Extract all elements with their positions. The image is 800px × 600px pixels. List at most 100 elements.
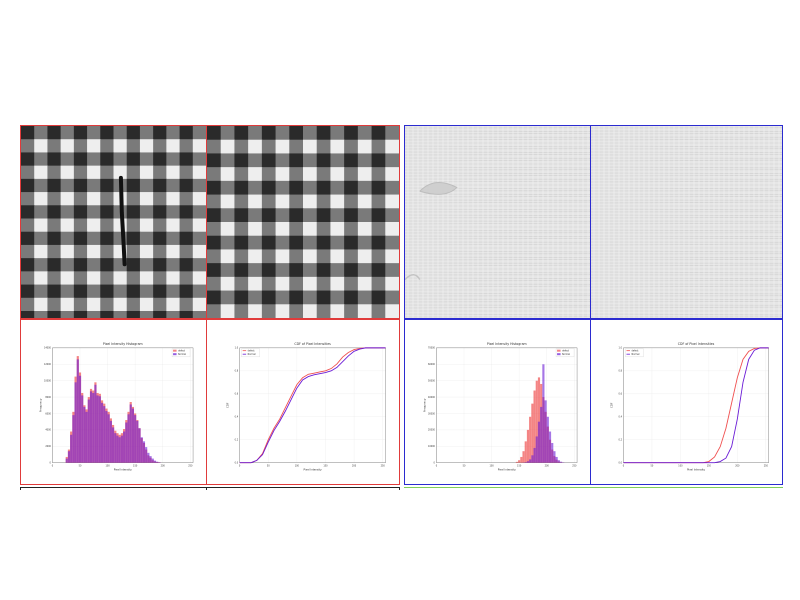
weave-thread (405, 258, 590, 261)
histogram-bar-normal (153, 460, 157, 463)
weave-thread (405, 277, 590, 280)
y-tick-label: 50000 (428, 379, 436, 382)
checker-cell (192, 152, 206, 167)
checker-cell (303, 126, 318, 141)
checker-cell (261, 263, 277, 278)
checker-cell (100, 244, 114, 259)
checker-cell (303, 290, 318, 305)
legend-swatch (557, 353, 561, 356)
checker-cell (60, 284, 75, 299)
weave-thread (591, 243, 782, 246)
checker-cell (385, 249, 399, 264)
y-tick-label: 1.0 (235, 347, 239, 350)
histogram-bar-defect (526, 429, 530, 463)
checker-cell (34, 311, 48, 318)
bottom-divider-left-tick-mid (206, 487, 207, 490)
checker-cell (47, 244, 62, 259)
checker-cell (73, 231, 88, 246)
texture-panel-linen-defect (404, 125, 591, 319)
checker-cell (153, 218, 167, 233)
checker-cell (330, 304, 345, 318)
checker-cell (73, 271, 88, 286)
checker-cell (21, 244, 35, 259)
checker-cell (153, 271, 167, 286)
linen-normal-image (591, 126, 782, 318)
gingham-normal-image (207, 126, 399, 318)
checker-cell (385, 235, 399, 250)
checker-cell (73, 139, 88, 153)
checker-cell (385, 126, 399, 141)
legend-entry: defect (631, 349, 638, 352)
checker-cell (275, 290, 290, 305)
checker-cell (153, 139, 167, 153)
checker-cell (60, 126, 75, 140)
histogram-bar-normal (74, 382, 77, 463)
histogram-bar-defect (535, 380, 538, 463)
plot-frame (436, 347, 578, 463)
checker-cell (357, 126, 373, 141)
y-tick-label: 0.8 (235, 370, 239, 373)
checker-cell (385, 180, 399, 196)
checker-cell (21, 258, 35, 272)
weave-thread (405, 292, 590, 295)
checker-cell (113, 165, 128, 180)
y-tick-label: 30000 (428, 412, 436, 415)
checker-cell (192, 297, 206, 312)
weave-thread (591, 172, 782, 174)
checker-cell (126, 258, 141, 272)
checker-cell (153, 152, 167, 167)
checker-cell (113, 284, 128, 299)
weave-thread (591, 271, 782, 274)
checker-cell (357, 180, 373, 196)
histogram-bar-normal (544, 400, 547, 463)
chart-title: Pixel Intensity Histogram (103, 342, 143, 346)
histogram-bar-normal (149, 456, 152, 463)
bottom-divider-right (404, 487, 783, 488)
checker-cell (126, 231, 141, 246)
checker-cell (303, 263, 318, 278)
checker-cell (248, 290, 263, 305)
checker-cell (166, 218, 181, 233)
checker-cell (179, 311, 194, 318)
checker-cell (207, 263, 222, 278)
checker-cell (330, 235, 345, 250)
cdf-line-defect (239, 347, 386, 464)
histogram-bar-normal (537, 421, 541, 463)
checker-cell (385, 194, 399, 209)
checker-cell (289, 153, 304, 168)
histogram-bar-normal (94, 384, 97, 463)
checker-cell (73, 218, 88, 233)
checker-cell (371, 235, 386, 250)
checker-cell (316, 290, 331, 305)
histogram-bar-normal (105, 411, 108, 463)
weave-thread (591, 229, 782, 232)
y-tick-label: 8000 (45, 396, 51, 399)
checker-cell (357, 263, 373, 278)
checker-cell (316, 235, 331, 250)
weave-thread (405, 238, 590, 240)
histogram-bar-normal (540, 406, 543, 463)
checker-cell (261, 290, 277, 305)
checker-cell (60, 178, 75, 193)
linen-defect-image (405, 126, 590, 318)
checker-cell (60, 152, 75, 167)
checker-cell (357, 290, 373, 305)
weave-thread (591, 235, 782, 237)
checker-cell (248, 153, 263, 168)
x-tick-label: 150 (133, 465, 138, 468)
checker-cell (21, 205, 35, 219)
checker-cell (371, 276, 386, 292)
checker-cell (179, 284, 194, 299)
checker-cell (220, 290, 235, 305)
checker-cell (139, 297, 154, 312)
checker-cell (179, 231, 194, 246)
chart-panel-linen-cdf: CDF of Pixel Intensities 0 50 100 150 200 250 0… (590, 319, 783, 485)
weave-thread (405, 201, 590, 204)
checker-cell (261, 167, 277, 182)
checker-cell (166, 205, 181, 219)
checker-cell (192, 205, 206, 219)
checker-cell (60, 205, 75, 219)
checker-cell (207, 304, 222, 318)
checker-cell (344, 167, 359, 182)
checker-cell (153, 126, 167, 140)
